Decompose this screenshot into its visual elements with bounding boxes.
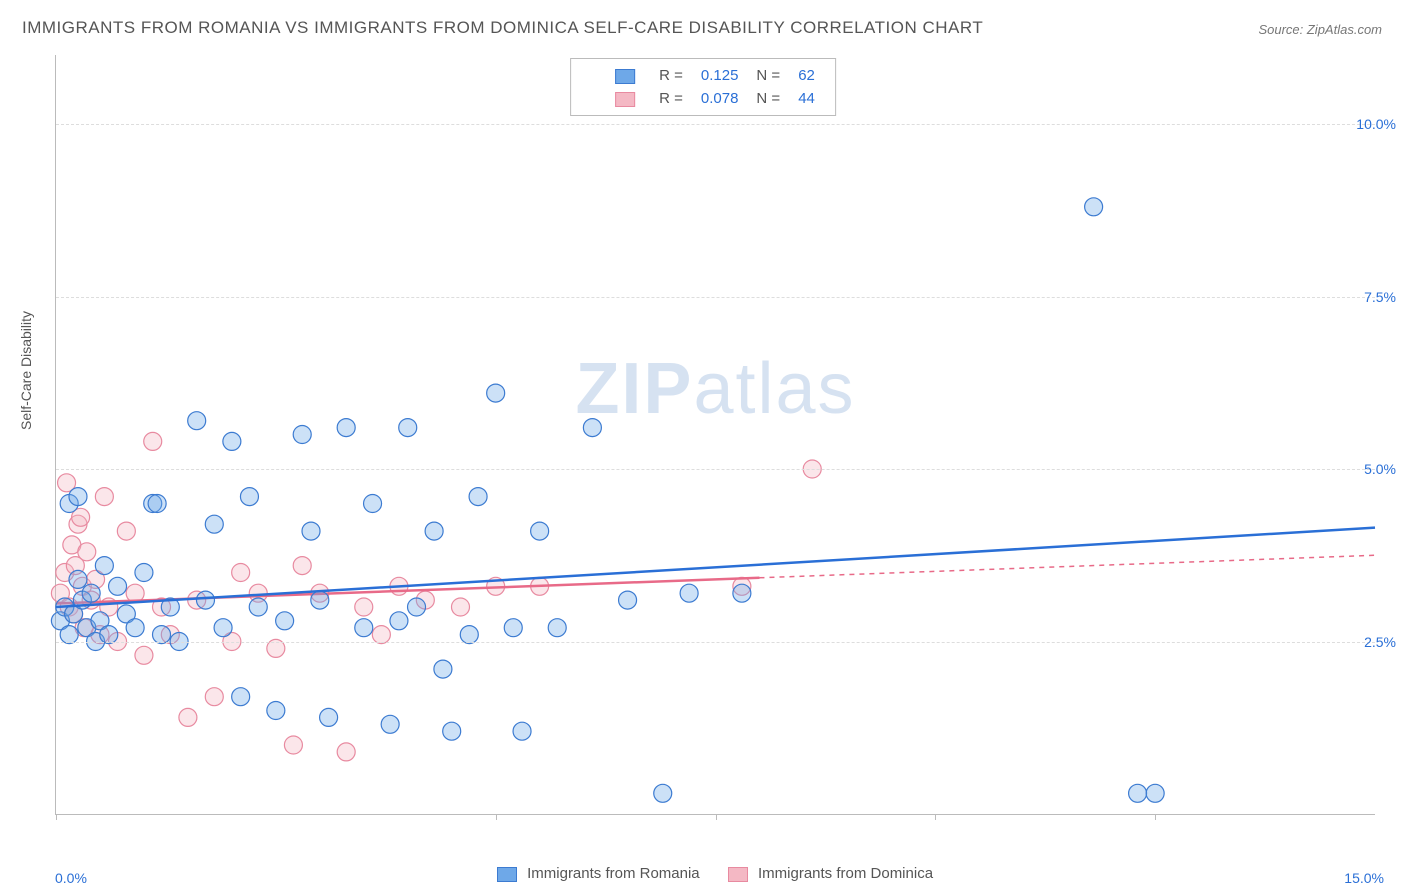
- n-label: N =: [748, 88, 788, 109]
- y-tick-label: 2.5%: [1364, 634, 1396, 650]
- r-value-dominica: 0.078: [693, 88, 747, 109]
- legend-label-dominica: Immigrants from Dominica: [758, 865, 933, 882]
- legend-swatch-dominica: [728, 867, 748, 882]
- r-value-romania: 0.125: [693, 65, 747, 86]
- legend-row-romania: R = 0.125 N = 62: [583, 65, 823, 86]
- swatch-dominica: [615, 92, 635, 107]
- y-tick-label: 5.0%: [1364, 461, 1396, 477]
- source-attribution: Source: ZipAtlas.com: [1258, 22, 1382, 37]
- y-axis-label: Self-Care Disability: [18, 311, 34, 430]
- legend-swatch-romania: [497, 867, 517, 882]
- n-label: N =: [748, 65, 788, 86]
- swatch-romania: [615, 69, 635, 84]
- chart-plot-area: ZIPatlas: [55, 55, 1375, 815]
- r-label: R =: [651, 65, 691, 86]
- correlation-legend: R = 0.125 N = 62 R = 0.078 N = 44: [570, 58, 836, 116]
- legend-label-romania: Immigrants from Romania: [527, 865, 700, 882]
- chart-title: IMMIGRANTS FROM ROMANIA VS IMMIGRANTS FR…: [22, 18, 983, 38]
- series-legend: Immigrants from Romania Immigrants from …: [0, 865, 1406, 882]
- y-tick-label: 10.0%: [1356, 116, 1396, 132]
- n-value-romania: 62: [790, 65, 823, 86]
- scatter-svg: [56, 55, 1375, 814]
- n-value-dominica: 44: [790, 88, 823, 109]
- y-tick-label: 7.5%: [1364, 289, 1396, 305]
- r-label: R =: [651, 88, 691, 109]
- legend-row-dominica: R = 0.078 N = 44: [583, 88, 823, 109]
